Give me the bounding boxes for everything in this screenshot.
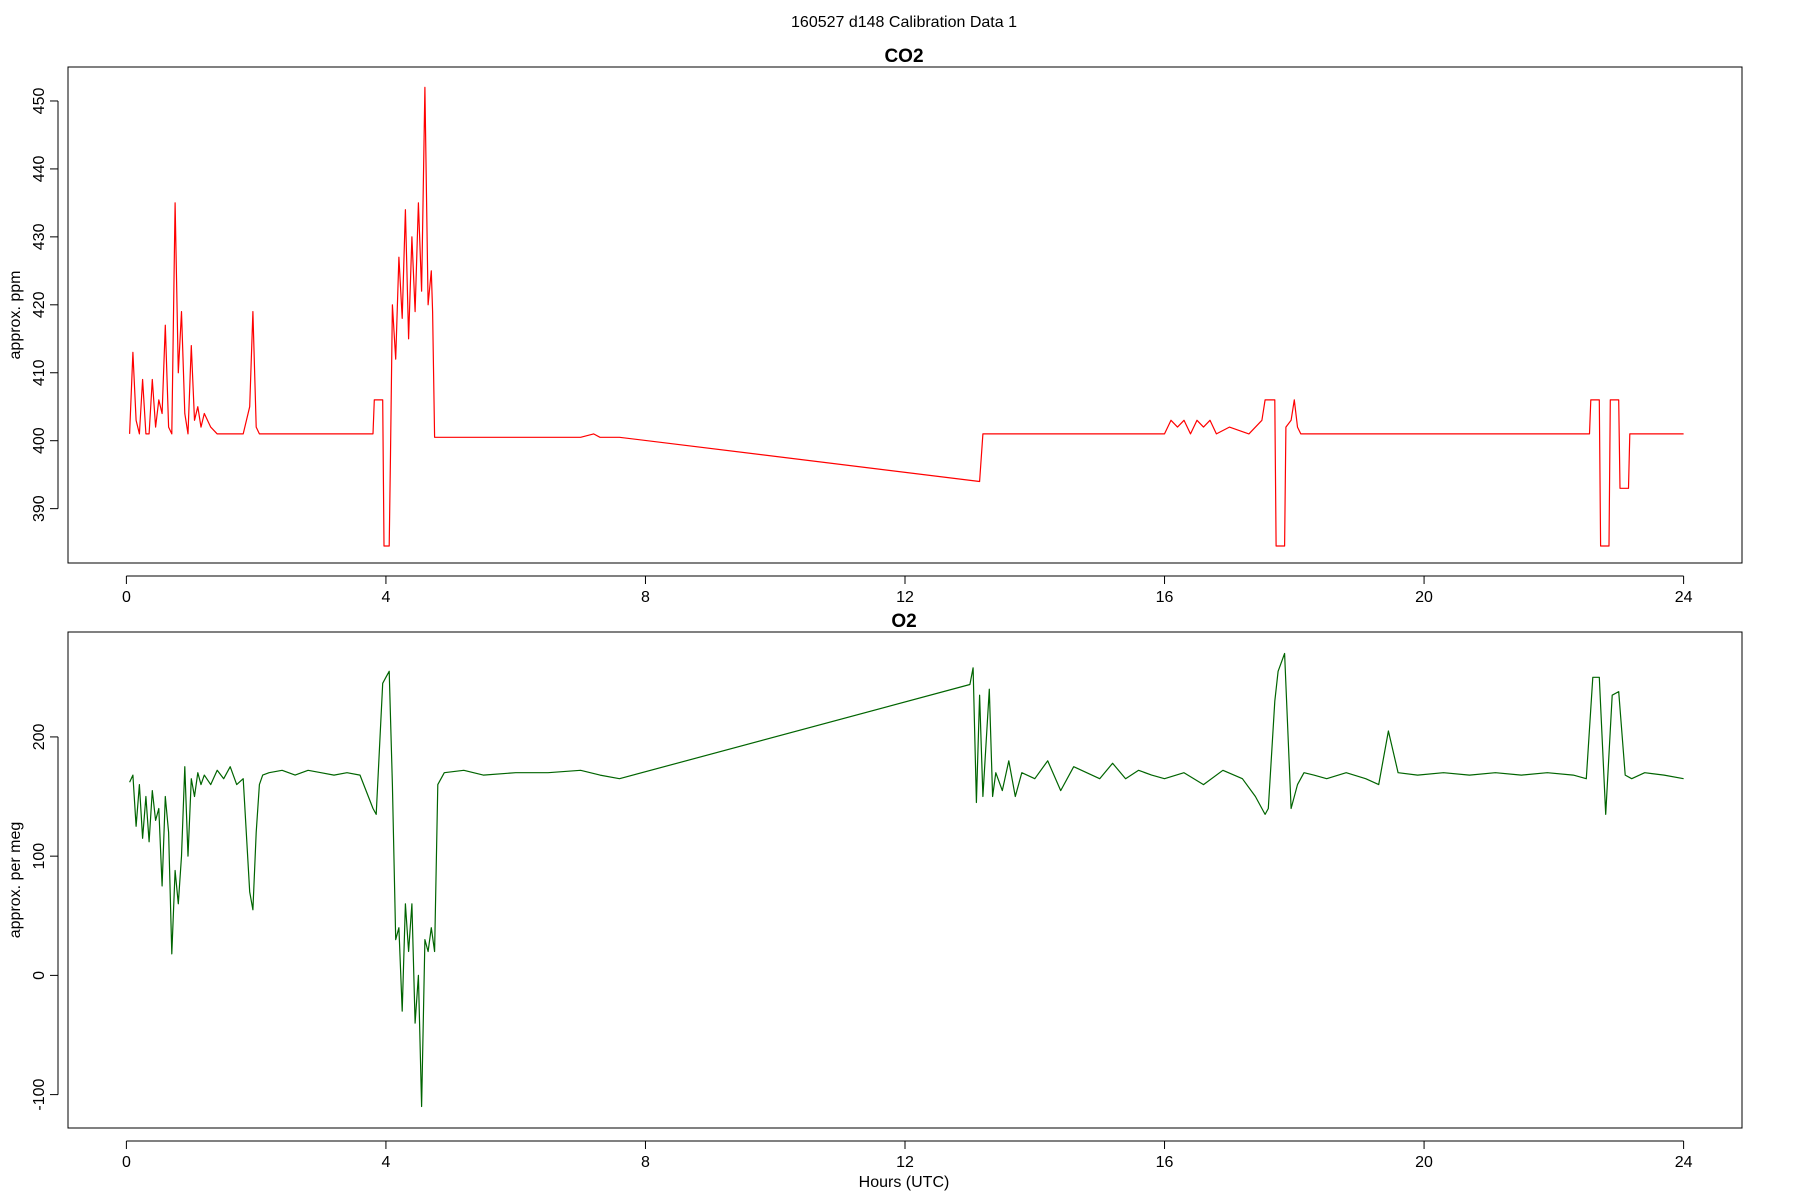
co2-y-tick-label: 430: [31, 223, 48, 250]
co2-x-tick-label: 16: [1156, 589, 1174, 606]
o2-y-tick-label: 0: [31, 971, 48, 980]
co2-y-tick-label: 420: [31, 291, 48, 318]
co2-y-tick-label: 400: [31, 427, 48, 454]
co2-y-tick-label: 390: [31, 495, 48, 522]
o2-y-tick-label: -100: [31, 1079, 48, 1111]
co2-x-tick-label: 8: [641, 589, 650, 606]
o2-y-tick-label: 200: [31, 723, 48, 750]
o2-x-tick-label: 12: [896, 1154, 914, 1171]
o2-panel-title: O2: [891, 611, 916, 632]
o2-x-tick-label: 24: [1675, 1154, 1693, 1171]
co2-y-axis-title: approx. ppm: [7, 271, 24, 360]
o2-y-axis-title: approx. per meg: [7, 822, 24, 939]
co2-y-tick-label: 410: [31, 359, 48, 386]
o2-x-tick-label: 16: [1156, 1154, 1174, 1171]
co2-x-tick-label: 0: [122, 589, 131, 606]
co2-x-tick-label: 24: [1675, 589, 1693, 606]
co2-axes: 0 4 8 12 16 20 24 390 400 410 420 430 440 450: [31, 88, 1693, 606]
co2-x-tick-label: 20: [1415, 589, 1433, 606]
x-axis-title: Hours (UTC): [859, 1174, 950, 1191]
figure-title: 160527 d148 Calibration Data 1: [791, 14, 1017, 31]
co2-x-tick-label: 12: [896, 589, 914, 606]
o2-panel: O2 0 4 8 12 16 20 24 -100 0 100 200 approx. per me…: [7, 611, 1743, 1171]
co2-panel: CO2 0 4 8 12 16 20 24 390 400 410 420 430 440 450 app…: [7, 46, 1743, 606]
o2-x-tick-label: 20: [1415, 1154, 1433, 1171]
o2-y-tick-label: 100: [31, 843, 48, 870]
o2-series-line: [129, 652, 1684, 1108]
co2-y-tick-label: 450: [31, 88, 48, 115]
o2-x-tick-label: 4: [381, 1154, 390, 1171]
o2-axes: 0 4 8 12 16 20 24 -100 0 100 200: [31, 723, 1693, 1171]
o2-x-tick-label: 8: [641, 1154, 650, 1171]
co2-panel-title: CO2: [884, 46, 923, 67]
co2-series-line: [129, 86, 1684, 547]
co2-x-tick-label: 4: [381, 589, 390, 606]
o2-plot-frame: [67, 631, 1743, 1129]
o2-x-tick-label: 0: [122, 1154, 131, 1171]
co2-y-tick-label: 440: [31, 155, 48, 182]
co2-plot-frame: [67, 66, 1743, 564]
